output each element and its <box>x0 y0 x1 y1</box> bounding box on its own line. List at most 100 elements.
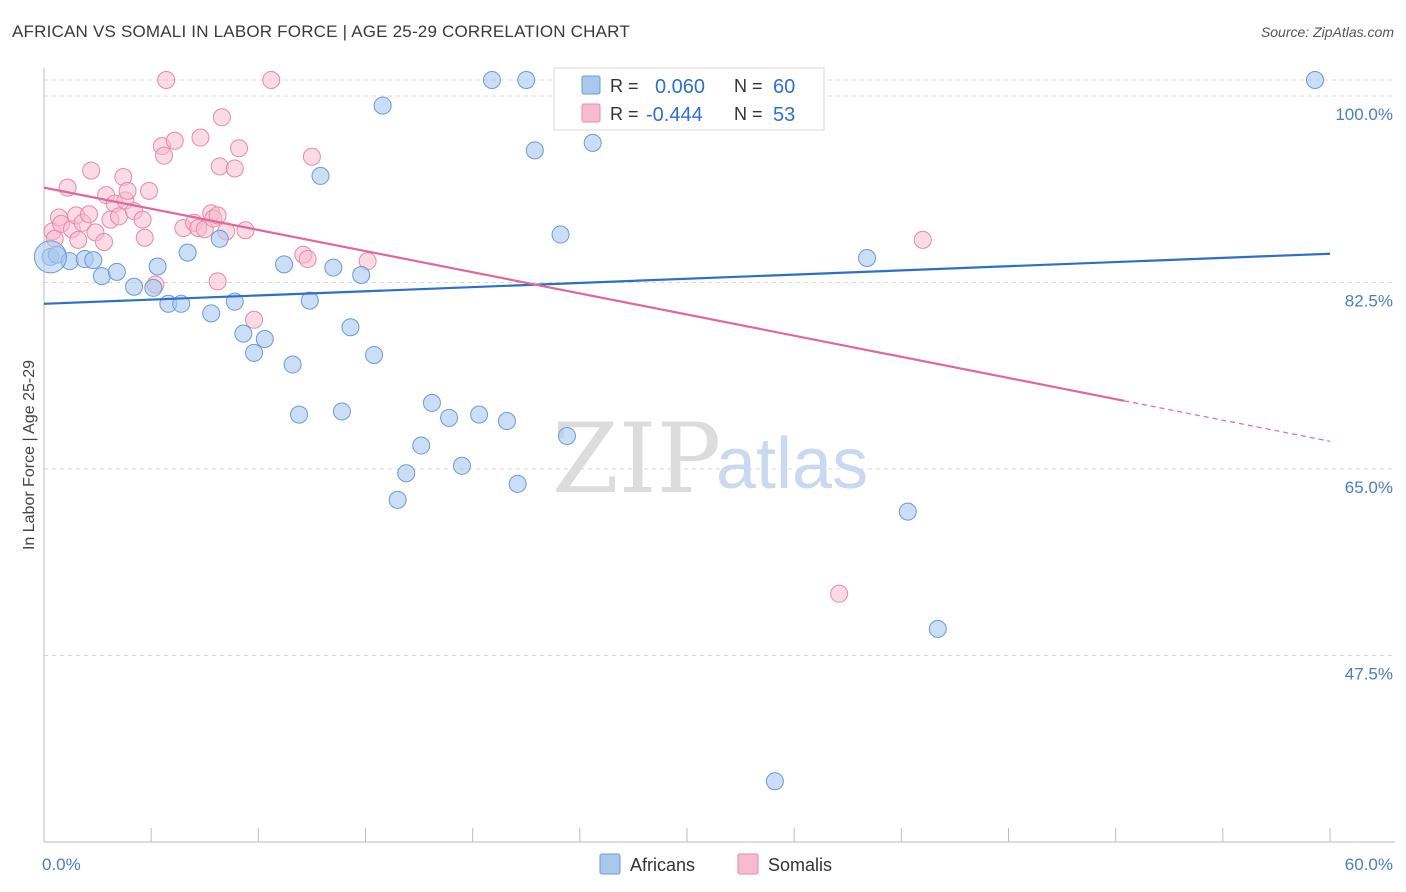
somalis-point <box>69 230 88 249</box>
x-tick-label-max: 60.0% <box>1345 855 1393 874</box>
africans-point <box>92 267 111 286</box>
gridlines <box>44 79 1395 656</box>
somalis-point <box>135 228 154 247</box>
africans-point <box>283 355 302 374</box>
africans-point <box>858 248 877 267</box>
africans-n-label: N = <box>734 76 763 96</box>
watermark-zip: ZIP <box>552 403 721 515</box>
africans-point <box>525 141 544 160</box>
somalis-point <box>80 205 99 224</box>
africans-point <box>365 345 384 364</box>
somalis-r-label: R = <box>610 104 639 124</box>
somalis-trendline-extension <box>1124 400 1331 442</box>
y-axis-title: In Labor Force | Age 25-29 <box>21 360 38 550</box>
somalis-point <box>210 157 229 176</box>
africans-point <box>388 490 407 509</box>
africans-point <box>84 251 103 270</box>
somalis-point <box>262 71 281 89</box>
chart-title: AFRICAN VS SOMALI IN LABOR FORCE | AGE 2… <box>12 22 630 41</box>
somalis-point <box>82 161 101 180</box>
africans-point <box>341 318 360 337</box>
africans-point <box>517 71 536 89</box>
africans-point <box>148 257 167 276</box>
somalis-r-value: -0.444 <box>646 104 703 126</box>
africans-point <box>497 412 516 431</box>
africans-trendline <box>43 252 1331 305</box>
africans-point <box>551 225 570 244</box>
africans-point <box>332 402 351 421</box>
x-tick-label-min: 0.0% <box>42 855 81 874</box>
somalis-point <box>236 221 255 240</box>
africans-point <box>107 262 126 281</box>
africans-point <box>898 502 917 521</box>
trendlines <box>43 186 1331 442</box>
somalis-point <box>298 250 317 269</box>
africans-point <box>440 408 459 427</box>
somalis-point <box>302 147 321 166</box>
somalis-point <box>208 206 227 225</box>
legend-africans-swatch <box>599 853 621 875</box>
africans-point <box>144 278 163 297</box>
somalis-point <box>110 207 129 226</box>
somalis-point <box>212 108 231 127</box>
africans-point <box>255 329 274 348</box>
source-label: Source: ZipAtlas.com <box>1260 24 1394 40</box>
legend-somalis-swatch <box>737 853 759 875</box>
africans-point <box>422 393 441 412</box>
africans-point <box>373 96 392 115</box>
africans-point <box>1305 71 1324 89</box>
y-tick-label: 47.5% <box>1345 664 1393 683</box>
africans-point <box>311 166 330 185</box>
y-tick-label: 100.0% <box>1335 105 1393 124</box>
somalis-point <box>230 139 249 158</box>
africans-point <box>234 324 253 343</box>
africans-r-value: 0.060 <box>655 76 705 98</box>
africans-point <box>300 291 319 310</box>
africans-point <box>178 243 197 262</box>
x-ticks <box>43 828 1331 842</box>
somalis-point <box>133 210 152 229</box>
africans-points <box>33 71 1324 791</box>
somalis-point <box>118 181 137 200</box>
africans-point <box>452 456 471 475</box>
africans-point <box>275 255 294 274</box>
legend-somalis-label: Somalis <box>768 855 832 875</box>
somalis-point <box>191 128 210 147</box>
africans-point <box>508 474 527 493</box>
africans-point <box>324 258 343 277</box>
somalis-point <box>208 272 227 291</box>
africans-point <box>210 229 229 248</box>
africans-point <box>412 436 431 455</box>
africans-point <box>482 71 501 89</box>
somalis-point <box>165 131 184 150</box>
series-legend: Africans Somalis <box>599 853 832 875</box>
africans-point <box>557 426 576 445</box>
africans-point <box>290 405 309 424</box>
africans-point <box>470 405 489 424</box>
africans-point <box>397 464 416 483</box>
somalis-trendline <box>43 186 1125 402</box>
y-tick-label: 82.5% <box>1345 291 1393 310</box>
y-tick-label: 65.0% <box>1345 478 1393 497</box>
somalis-point <box>830 584 849 603</box>
africans-point <box>245 343 264 362</box>
africans-r-label: R = <box>610 76 639 96</box>
somalis-swatch <box>581 103 601 123</box>
africans-point <box>583 133 602 152</box>
africans-swatch <box>581 75 601 95</box>
africans-point <box>352 266 371 285</box>
somalis-point <box>157 71 176 89</box>
somalis-point <box>95 232 114 251</box>
legend-africans-label: Africans <box>630 855 695 875</box>
africans-point <box>765 772 784 791</box>
somalis-n-label: N = <box>734 104 763 124</box>
africans-point <box>202 304 221 323</box>
somalis-point <box>913 230 932 249</box>
africans-point <box>125 277 144 296</box>
somalis-n-value: 53 <box>773 104 795 126</box>
stats-legend: R = 0.060 N = 60 R = -0.444 N = 53 <box>553 67 825 131</box>
somalis-point <box>245 310 264 329</box>
watermark-atlas: atlas <box>716 424 868 504</box>
somalis-point <box>140 181 159 200</box>
